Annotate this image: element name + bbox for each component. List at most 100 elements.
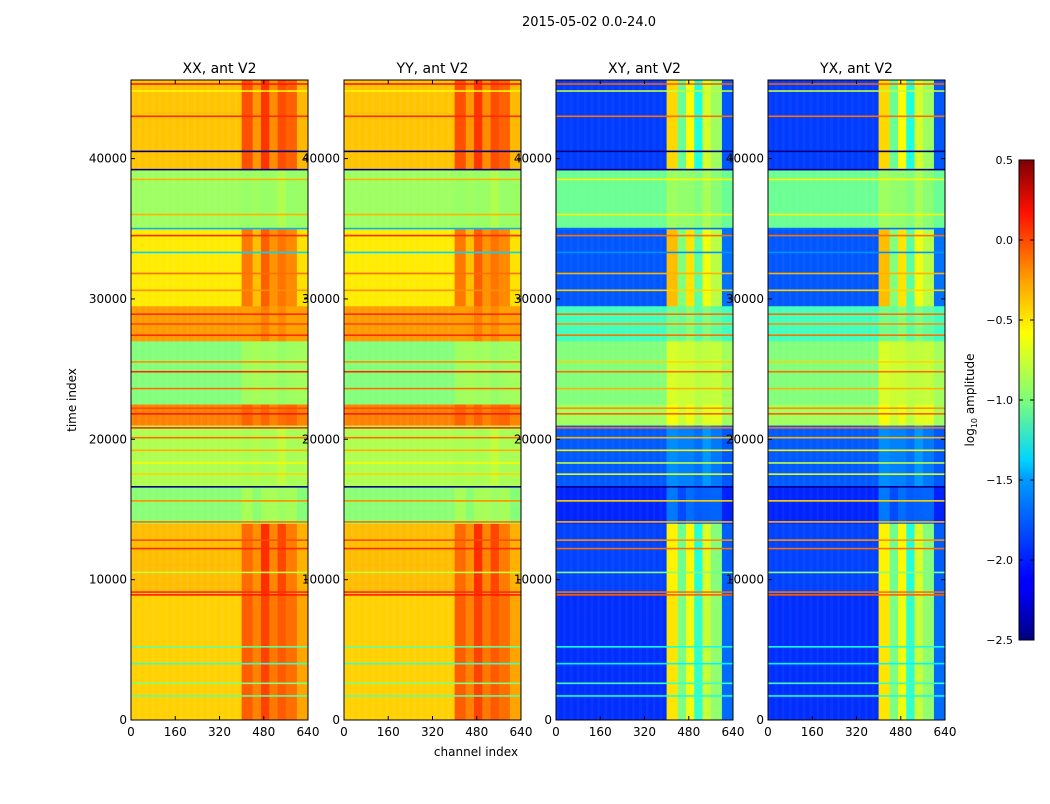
time-line xyxy=(344,407,521,410)
channel-stripe xyxy=(426,80,430,720)
heatmap-cell xyxy=(296,487,309,524)
time-line xyxy=(131,413,308,415)
heatmap-cell xyxy=(296,404,309,426)
heatmap-cell xyxy=(131,593,242,721)
colorbar-tick-label: −2.5 xyxy=(986,634,1013,647)
time-line xyxy=(768,313,945,315)
time-line xyxy=(344,662,521,665)
heatmap-cell xyxy=(285,80,298,171)
y-tick-label: 40000 xyxy=(514,152,552,166)
heatmap-cell xyxy=(914,80,924,171)
heatmap-cell xyxy=(260,80,270,171)
heatmap-cell xyxy=(768,228,879,307)
heatmap-cell xyxy=(482,487,491,524)
time-line xyxy=(131,234,308,237)
heatmap-cell xyxy=(702,404,712,426)
y-tick-label: 20000 xyxy=(514,432,552,446)
x-tick-label: 640 xyxy=(297,725,320,739)
y-tick-label: 40000 xyxy=(302,152,340,166)
heatmap-cell xyxy=(906,404,915,426)
heatmap-cell xyxy=(482,80,491,171)
heatmap-cell xyxy=(473,425,483,488)
channel-stripe xyxy=(193,80,196,720)
time-line xyxy=(556,473,733,475)
channel-stripe xyxy=(131,80,134,720)
heatmap-cell xyxy=(482,228,491,307)
x-tick-label: 160 xyxy=(589,725,612,739)
heatmap-cell xyxy=(933,80,946,171)
time-line xyxy=(556,662,733,665)
time-line xyxy=(556,486,733,488)
time-line xyxy=(768,90,945,92)
heatmap-cell xyxy=(694,523,703,594)
heatmap-cell xyxy=(889,487,899,524)
time-line xyxy=(344,83,521,85)
time-line xyxy=(131,473,308,475)
heatmap-cell xyxy=(922,80,935,171)
channel-stripe xyxy=(809,80,813,720)
x-tick-label: 640 xyxy=(722,725,745,739)
time-line xyxy=(556,90,733,92)
y-tick-label: 30000 xyxy=(89,292,127,306)
heatmap-cell xyxy=(685,593,695,721)
channel-stripe xyxy=(406,80,409,720)
y-tick-label: 30000 xyxy=(302,292,340,306)
channel-stripe xyxy=(385,80,389,720)
time-line xyxy=(344,473,521,475)
heatmap-cell xyxy=(241,425,253,488)
heatmap-cell xyxy=(252,169,262,230)
heatmap-cell xyxy=(914,228,924,307)
heatmap-cell xyxy=(454,404,466,426)
y-tick-label: 30000 xyxy=(514,292,552,306)
heatmap-cell xyxy=(498,80,511,171)
heatmap-cell xyxy=(685,425,695,488)
heatmap-cell xyxy=(906,169,915,230)
time-line xyxy=(556,313,733,315)
channel-stripe xyxy=(583,80,587,720)
y-tick-label: 30000 xyxy=(726,292,764,306)
heatmap-cell xyxy=(897,404,907,426)
heatmap-cell xyxy=(252,80,262,171)
channel-stripe xyxy=(816,80,820,720)
heatmap-cell xyxy=(269,80,278,171)
time-line xyxy=(131,178,308,181)
heatmap-cell xyxy=(269,169,278,230)
x-tick-label: 480 xyxy=(889,725,912,739)
colorbar-tick-label: −1.0 xyxy=(986,394,1013,407)
heatmap-cell xyxy=(721,487,734,524)
heatmap-cell xyxy=(677,593,687,721)
time-line xyxy=(768,251,945,254)
channel-stripe xyxy=(220,80,224,720)
figure-title: 2015-05-02 0.0-24.0 xyxy=(522,15,656,30)
heatmap-cell xyxy=(666,593,678,721)
time-line xyxy=(131,313,308,315)
heatmap-cell xyxy=(277,169,287,230)
heatmap-cell xyxy=(454,228,466,307)
heatmap-cell xyxy=(768,425,879,488)
time-line xyxy=(131,361,308,363)
colorbar-label-sub: 10 xyxy=(970,418,979,428)
time-line xyxy=(344,334,521,337)
heatmap-cell xyxy=(473,341,483,405)
channel-stripe xyxy=(837,80,840,720)
channel-stripe xyxy=(781,80,785,720)
heatmap-cell xyxy=(465,80,475,171)
channel-stripe xyxy=(433,80,437,720)
heatmap-cell xyxy=(922,523,935,594)
heatmap-cell xyxy=(914,169,924,230)
time-line xyxy=(344,115,521,118)
heatmap-cell xyxy=(922,341,935,405)
channel-stripe xyxy=(447,80,451,720)
y-tick-label: 40000 xyxy=(89,152,127,166)
x-tick-label: 160 xyxy=(377,725,400,739)
time-line xyxy=(768,413,945,415)
time-line xyxy=(556,547,733,550)
heatmap-cell xyxy=(933,487,946,524)
panel-title: XX, ant V2 xyxy=(183,61,257,77)
channel-stripe xyxy=(774,80,778,720)
time-line xyxy=(768,361,945,363)
colorbar-tick-label: 0.0 xyxy=(996,234,1014,247)
heatmap-cell xyxy=(677,425,687,488)
time-line xyxy=(556,521,733,523)
channel-stripe xyxy=(768,80,771,720)
